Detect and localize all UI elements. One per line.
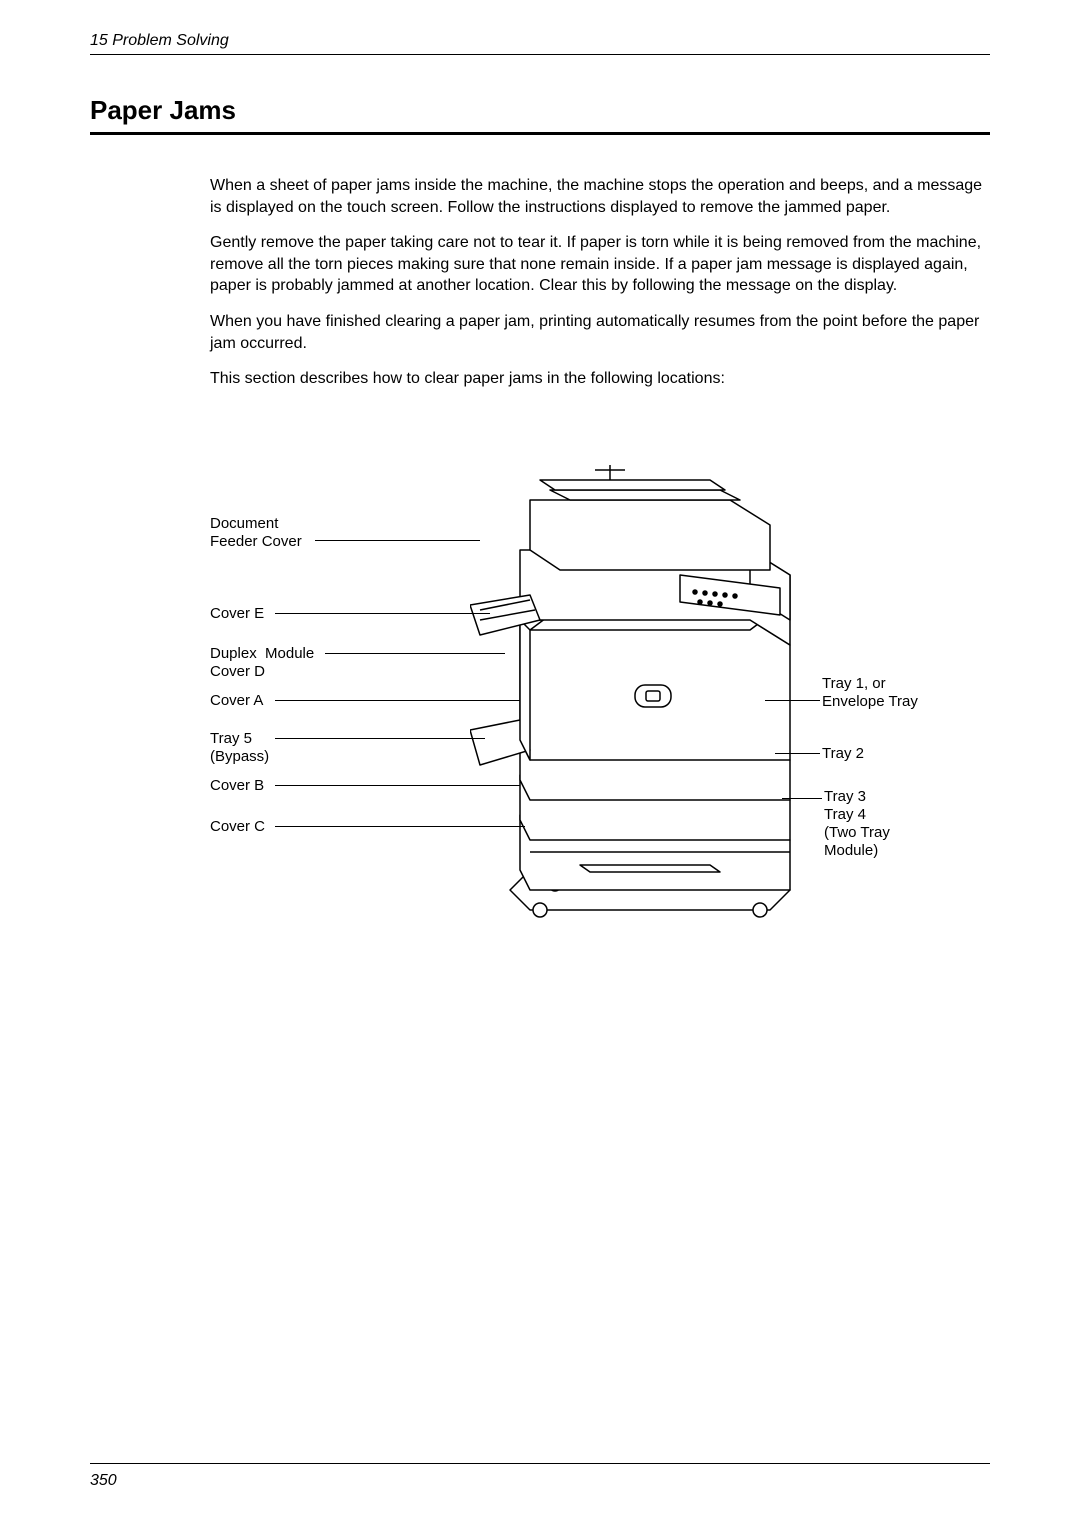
printer-diagram: Document Feeder Cover Cover E Duplex Mod… [210,420,990,940]
leader-line [275,613,490,614]
leader-line [275,785,520,786]
label-tray1: Tray 1, or Envelope Tray [822,675,918,711]
label-document-feeder: Document Feeder Cover [210,515,302,551]
section-title: Paper Jams [90,95,990,135]
label-duplex-cover-d: Duplex Module Cover D [210,645,314,681]
label-cover-b: Cover B [210,777,264,795]
page-number: 350 [90,1472,117,1490]
paragraph: When you have finished clearing a paper … [210,311,990,354]
label-cover-c: Cover C [210,818,265,836]
leader-line [775,753,820,754]
label-cover-e: Cover E [210,605,264,623]
label-tray5-bypass: Tray 5 (Bypass) [210,730,269,766]
leader-line [765,700,820,701]
paragraph: Gently remove the paper taking care not … [210,232,990,297]
body-text: When a sheet of paper jams inside the ma… [210,175,990,390]
leader-line [782,798,822,799]
footer-rule [90,1463,990,1464]
printer-illustration [470,420,810,920]
paragraph: This section describes how to clear pape… [210,368,990,390]
leader-line [275,700,520,701]
paragraph: When a sheet of paper jams inside the ma… [210,175,990,218]
label-tray2: Tray 2 [822,745,864,763]
leader-line [275,738,485,739]
leader-line [275,826,525,827]
leader-line [315,540,480,541]
page-header: 15 Problem Solving [90,32,990,55]
leader-line [325,653,505,654]
label-tray3-tray4: Tray 3 Tray 4 (Two Tray Module) [824,788,890,860]
page: 15 Problem Solving Paper Jams When a she… [0,0,1080,1528]
label-cover-a: Cover A [210,692,263,710]
